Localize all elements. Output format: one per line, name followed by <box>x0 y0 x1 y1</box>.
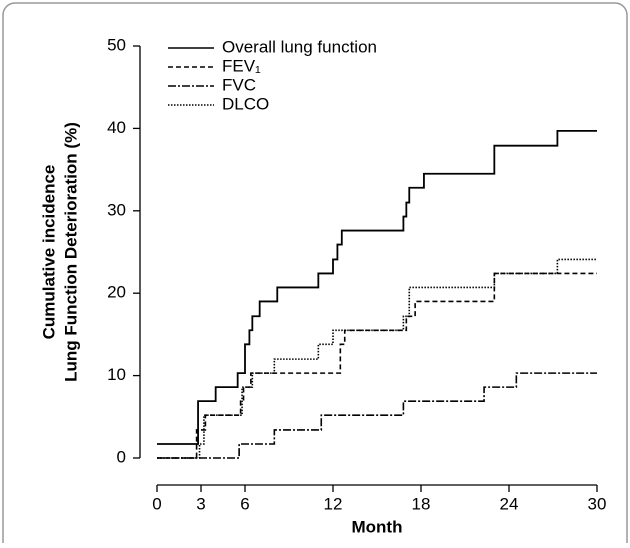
x-tick-label: 30 <box>588 494 607 513</box>
x-axis-label: Month <box>352 517 403 536</box>
y-tick-label: 50 <box>107 35 126 54</box>
legend-label: FVC <box>222 75 256 94</box>
y-axis-label: Cumulative incidence <box>39 165 58 340</box>
x-tick-label: 12 <box>324 494 343 513</box>
y-tick-label: 20 <box>107 283 126 302</box>
x-tick-label: 6 <box>240 494 249 513</box>
x-tick-label: 0 <box>152 494 161 513</box>
series-line <box>157 272 597 459</box>
x-tick-label: 3 <box>196 494 205 513</box>
series-line <box>157 129 597 445</box>
series-line <box>157 372 597 459</box>
y-tick-label: 30 <box>107 200 126 219</box>
legend-label: DLCO <box>222 94 269 113</box>
legend-label: Overall lung function <box>222 37 377 56</box>
y-tick-label: 10 <box>107 365 126 384</box>
x-tick-label: 18 <box>412 494 431 513</box>
series-line <box>157 258 597 459</box>
y-tick-label: 0 <box>117 447 126 466</box>
legend-label: FEV₁ <box>222 56 261 75</box>
x-tick-label: 24 <box>500 494 519 513</box>
y-axis-label: Lung Function Deterioration (%) <box>61 122 80 382</box>
y-tick-label: 40 <box>107 118 126 137</box>
